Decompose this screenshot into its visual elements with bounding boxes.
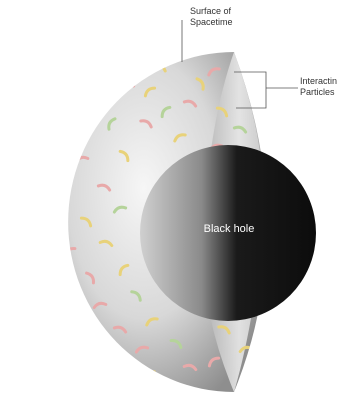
particle — [134, 345, 150, 354]
particle — [39, 162, 47, 174]
particle — [68, 126, 76, 138]
particle — [217, 325, 231, 335]
particle — [34, 250, 40, 262]
particle — [207, 356, 221, 368]
particle — [139, 119, 153, 129]
particle — [56, 184, 66, 194]
particles-label-line1: Interactin — [300, 76, 337, 86]
particle — [143, 86, 157, 98]
particle — [104, 351, 116, 365]
particle — [195, 77, 205, 91]
particle — [144, 370, 156, 382]
particle — [95, 89, 105, 103]
particle — [24, 202, 36, 207]
particle — [118, 263, 130, 277]
particle — [173, 133, 187, 143]
particle — [130, 290, 142, 302]
particle — [232, 125, 248, 134]
particle — [215, 106, 229, 118]
particle — [145, 317, 159, 327]
surface-label-line1: Surface of — [190, 6, 232, 16]
particle — [98, 239, 114, 248]
particle — [160, 105, 172, 119]
particle — [182, 99, 198, 108]
particle — [182, 363, 198, 372]
black-hole — [140, 145, 316, 321]
particle — [207, 67, 221, 77]
particle — [79, 216, 93, 228]
particle — [118, 149, 130, 163]
particle — [79, 330, 93, 342]
particle — [28, 140, 40, 145]
surface-label-line2: Spacetime — [190, 17, 233, 27]
particle — [44, 224, 54, 235]
particle — [107, 117, 117, 131]
particle — [85, 271, 95, 285]
particle — [68, 307, 71, 317]
particle — [96, 183, 112, 192]
particles-leader-line — [234, 71, 267, 109]
particles-label-line2: Particles — [300, 87, 335, 97]
particle — [112, 205, 128, 214]
particle — [92, 301, 108, 310]
black-hole-label: Black hole — [204, 223, 255, 235]
particle — [169, 339, 183, 349]
particle — [112, 325, 128, 334]
particle — [46, 280, 58, 286]
